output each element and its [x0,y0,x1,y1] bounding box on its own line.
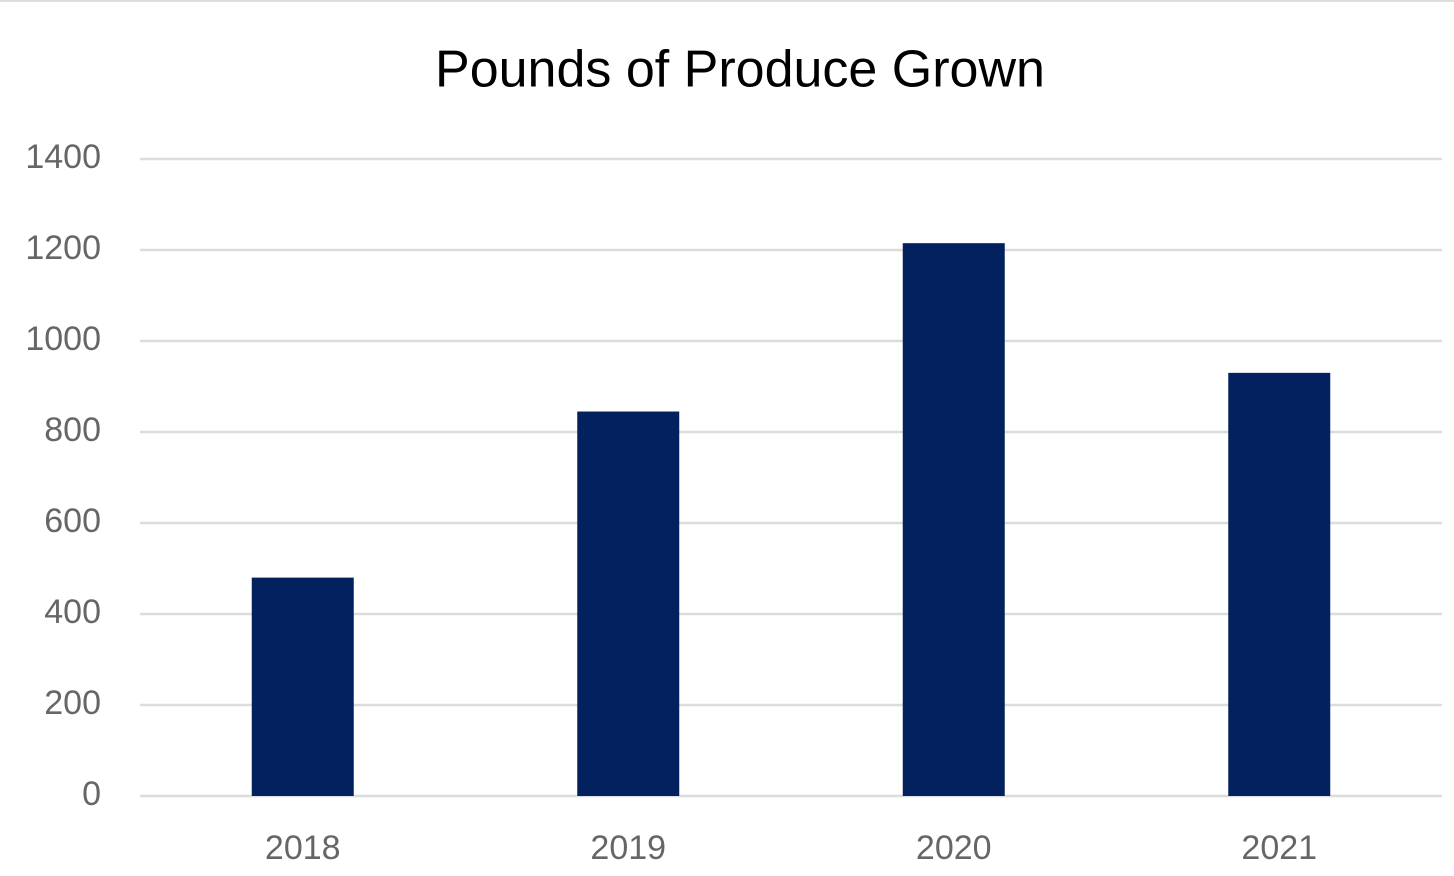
y-tick-label: 1000 [25,320,101,358]
y-tick-label: 600 [44,502,101,540]
bar [1228,372,1331,796]
bar [577,411,680,796]
x-tick-label: 2021 [1241,829,1317,867]
x-tick-label: 2018 [265,829,341,867]
y-tick-label: 800 [44,411,101,449]
bar [251,577,354,796]
y-tick-label: 0 [82,775,101,813]
y-tick-label: 1400 [25,138,101,176]
chart-title: Pounds of Produce Grown [435,41,1045,99]
x-tick-label: 2020 [916,829,992,867]
bar [902,243,1005,797]
y-tick-label: 400 [44,593,101,631]
x-tick-label: 2019 [590,829,666,867]
y-tick-label: 200 [44,684,101,722]
y-tick-label: 1200 [25,229,101,267]
